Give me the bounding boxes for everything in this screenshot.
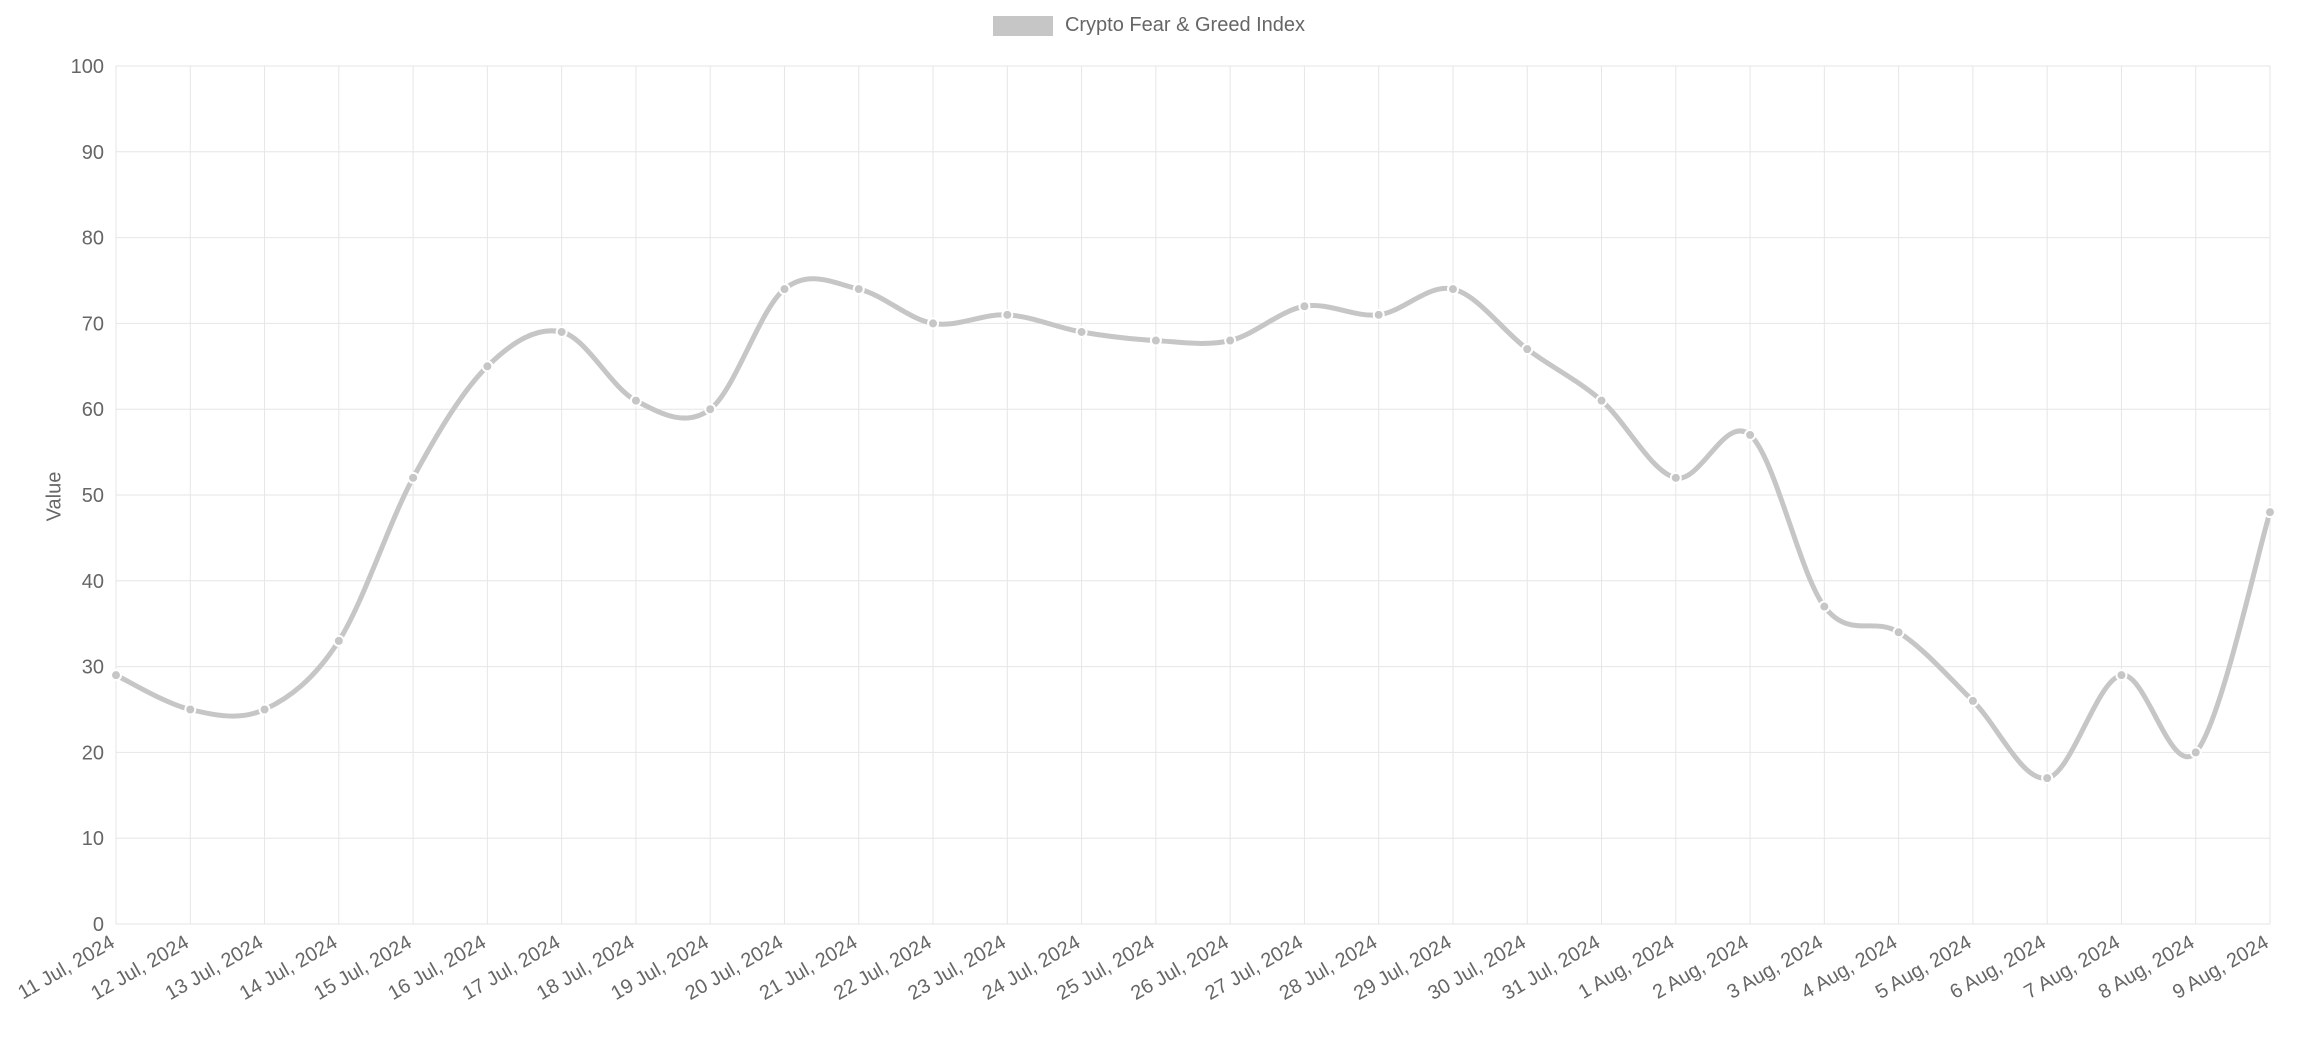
chart-container: Crypto Fear & Greed Index Value 01020304…	[0, 0, 2298, 1048]
data-point	[408, 473, 418, 483]
data-point	[1299, 301, 1309, 311]
data-point	[185, 705, 195, 715]
y-tick-label: 100	[71, 56, 104, 78]
y-tick-label: 50	[82, 485, 104, 507]
data-point	[557, 327, 567, 337]
data-point	[1671, 473, 1681, 483]
data-point	[2042, 773, 2052, 783]
data-point	[705, 404, 715, 414]
data-point	[779, 284, 789, 294]
data-point	[1448, 284, 1458, 294]
y-tick-label: 20	[82, 742, 104, 764]
y-tick-label: 70	[82, 313, 104, 335]
y-tick-label: 80	[82, 228, 104, 250]
data-point	[334, 636, 344, 646]
data-line	[116, 279, 2270, 779]
data-point	[854, 284, 864, 294]
y-axis-label: Value	[43, 472, 66, 522]
data-point	[1002, 310, 1012, 320]
y-tick-label: 0	[93, 914, 104, 936]
data-point	[1597, 396, 1607, 406]
data-point	[1151, 336, 1161, 346]
legend: Crypto Fear & Greed Index	[0, 14, 2298, 37]
data-point	[1225, 336, 1235, 346]
data-point	[1745, 430, 1755, 440]
data-point	[111, 670, 121, 680]
y-tick-label: 40	[82, 571, 104, 593]
data-point	[1968, 696, 1978, 706]
data-point	[1077, 327, 1087, 337]
y-tick-label: 90	[82, 142, 104, 164]
data-point	[1374, 310, 1384, 320]
y-tick-label: 60	[82, 399, 104, 421]
data-point	[1522, 344, 1532, 354]
legend-label: Crypto Fear & Greed Index	[1065, 14, 1305, 37]
data-point	[1894, 627, 1904, 637]
data-point	[482, 361, 492, 371]
legend-color-box	[993, 16, 1053, 36]
data-point	[260, 705, 270, 715]
data-point	[631, 396, 641, 406]
data-point	[2265, 507, 2275, 517]
data-point	[2116, 670, 2126, 680]
y-tick-label: 10	[82, 828, 104, 850]
y-tick-label: 30	[82, 657, 104, 679]
data-point	[1819, 602, 1829, 612]
data-point	[928, 318, 938, 328]
chart-svg: 010203040506070809010011 Jul, 202412 Jul…	[0, 0, 2298, 1048]
data-point	[2191, 747, 2201, 757]
